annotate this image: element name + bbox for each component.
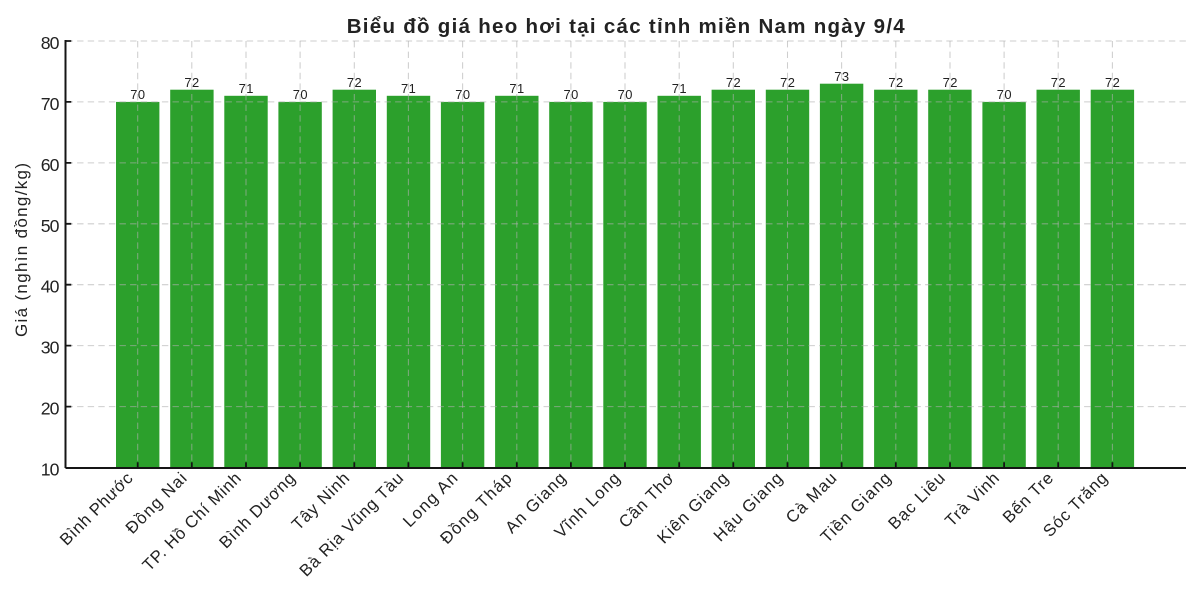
svg-text:72: 72 — [726, 75, 741, 90]
svg-text:70: 70 — [130, 87, 145, 102]
svg-text:72: 72 — [184, 75, 199, 90]
svg-text:72: 72 — [888, 75, 903, 90]
svg-text:72: 72 — [347, 75, 362, 90]
svg-text:71: 71 — [672, 81, 687, 96]
svg-text:72: 72 — [780, 75, 795, 90]
svg-text:40: 40 — [41, 277, 60, 297]
svg-text:30: 30 — [41, 338, 60, 358]
svg-text:71: 71 — [239, 81, 254, 96]
svg-text:70: 70 — [564, 87, 579, 102]
svg-text:60: 60 — [41, 155, 60, 175]
svg-text:72: 72 — [1105, 75, 1120, 90]
svg-text:73: 73 — [834, 69, 849, 84]
svg-text:10: 10 — [41, 460, 60, 480]
svg-text:50: 50 — [41, 216, 60, 236]
svg-text:80: 80 — [41, 33, 60, 53]
svg-text:71: 71 — [401, 81, 416, 96]
svg-text:Giá (nghìn đồng/kg): Giá (nghìn đồng/kg) — [12, 163, 31, 337]
svg-text:70: 70 — [997, 87, 1012, 102]
svg-text:72: 72 — [943, 75, 958, 90]
svg-text:Biểu đồ giá heo hơi tại các tỉ: Biểu đồ giá heo hơi tại các tỉnh miền Na… — [347, 15, 906, 38]
svg-text:71: 71 — [509, 81, 524, 96]
svg-text:70: 70 — [455, 87, 470, 102]
svg-text:70: 70 — [293, 87, 308, 102]
svg-text:70: 70 — [618, 87, 633, 102]
svg-text:70: 70 — [41, 94, 60, 114]
svg-text:72: 72 — [1051, 75, 1066, 90]
svg-text:20: 20 — [41, 399, 60, 419]
